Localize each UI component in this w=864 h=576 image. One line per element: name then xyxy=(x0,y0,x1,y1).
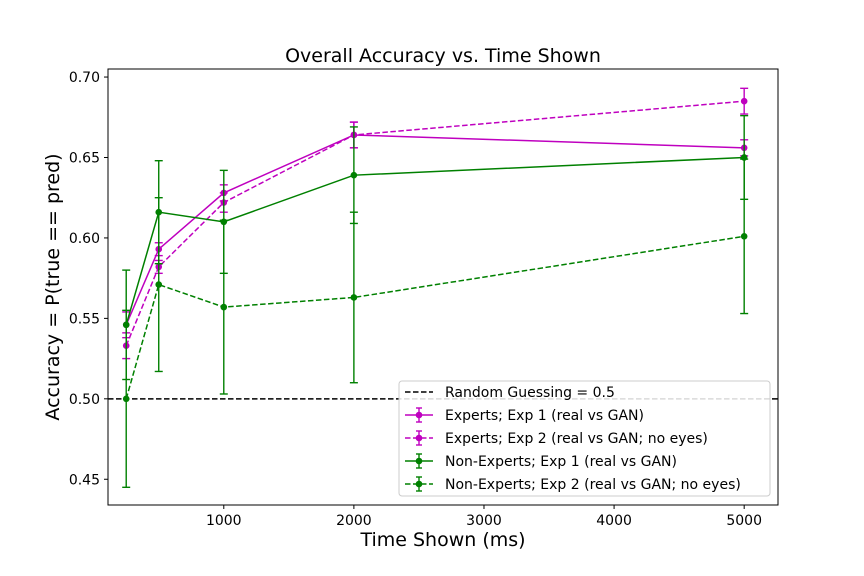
legend-entry: Random Guessing = 0.5 xyxy=(405,385,615,401)
legend-label: Experts; Exp 2 (real vs GAN; no eyes) xyxy=(445,431,708,447)
legend-entry: Non-Experts; Exp 2 (real vs GAN; no eyes… xyxy=(405,476,741,493)
series-4 xyxy=(122,158,749,489)
legend-label: Non-Experts; Exp 1 (real vs GAN) xyxy=(445,454,677,470)
legend-label: Non-Experts; Exp 2 (real vs GAN; no eyes… xyxy=(445,477,741,493)
chart-title: Overall Accuracy vs. Time Shown xyxy=(285,45,601,67)
legend-label: Experts; Exp 1 (real vs GAN) xyxy=(445,408,644,424)
y-tick-label: 0.50 xyxy=(69,392,100,408)
series-2 xyxy=(122,87,749,360)
legend-entry: Experts; Exp 1 (real vs GAN) xyxy=(405,407,644,424)
x-tick-label: 1000 xyxy=(206,513,242,529)
y-tick-label: 0.55 xyxy=(69,311,100,327)
y-tick-label: 0.60 xyxy=(69,231,100,247)
data-point xyxy=(155,281,163,288)
data-point xyxy=(220,303,228,311)
x-tick-label: 3000 xyxy=(466,513,502,529)
data-point xyxy=(350,171,358,179)
y-tick-label: 0.70 xyxy=(69,70,100,86)
plot-area: 1000 2000 3000 4000 5000 0.45 0.50 0.55 0.60 0.65… xyxy=(69,68,779,529)
legend-label: Random Guessing = 0.5 xyxy=(445,385,615,401)
y-tick-label: 0.45 xyxy=(69,472,100,488)
data-point xyxy=(122,395,130,403)
legend-box xyxy=(398,380,771,497)
series-line xyxy=(125,134,745,326)
y-axis-label: Accuracy = P(true == pred) xyxy=(42,153,64,420)
legend-entry: Non-Experts; Exp 1 (real vs GAN) xyxy=(405,453,677,470)
axes-frame xyxy=(107,68,779,506)
data-point xyxy=(740,233,748,240)
data-point xyxy=(350,294,358,301)
x-tick-label: 4000 xyxy=(596,513,632,529)
legend-marker xyxy=(415,457,423,465)
series-3 xyxy=(122,114,749,381)
series-line xyxy=(125,156,745,326)
legend-marker xyxy=(415,434,423,442)
x-tick-label: 5000 xyxy=(726,513,762,529)
legend: Random Guessing = 0.5 Experts; Exp 1 (rea… xyxy=(398,380,771,497)
x-axis-label: Time Shown (ms) xyxy=(359,529,525,551)
legend-entry: Experts; Exp 2 (real vs GAN; no eyes) xyxy=(405,430,708,447)
legend-marker xyxy=(415,480,423,488)
series-line xyxy=(125,235,745,400)
x-tick-label: 2000 xyxy=(336,513,372,529)
data-point xyxy=(740,97,748,105)
series-1 xyxy=(122,121,749,339)
legend-marker xyxy=(415,411,423,419)
y-tick-label: 0.65 xyxy=(69,150,100,166)
